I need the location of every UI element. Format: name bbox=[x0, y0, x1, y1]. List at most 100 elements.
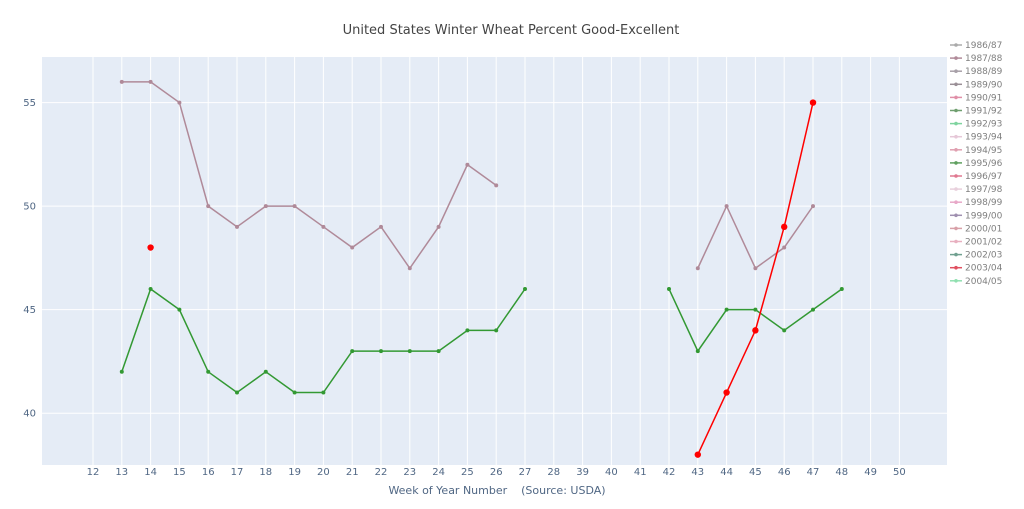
legend-label: 1994/95 bbox=[965, 146, 1002, 156]
data-point bbox=[292, 204, 297, 209]
legend-marker bbox=[954, 148, 958, 152]
data-point bbox=[781, 223, 788, 231]
data-point bbox=[206, 369, 211, 374]
data-point bbox=[379, 224, 383, 229]
legend-item: 1998/99 bbox=[950, 198, 1003, 208]
x-tick-label: 41 bbox=[634, 467, 647, 478]
data-point bbox=[350, 349, 355, 354]
data-point bbox=[436, 224, 441, 229]
legend-marker bbox=[954, 174, 958, 178]
legend-label: 2003/04 bbox=[965, 264, 1003, 274]
legend-marker bbox=[954, 82, 958, 87]
legend-item: 1996/97 bbox=[950, 172, 1002, 182]
legend-item: 1991/92 bbox=[950, 107, 1002, 117]
data-point bbox=[350, 245, 355, 250]
x-tick-label: 15 bbox=[173, 467, 186, 478]
data-point bbox=[206, 204, 211, 209]
legend-marker bbox=[954, 213, 958, 218]
legend-label: 2004/05 bbox=[965, 277, 1002, 287]
data-point bbox=[235, 224, 239, 229]
y-tick-label: 55 bbox=[23, 98, 36, 109]
legend-label: 1993/94 bbox=[965, 133, 1003, 143]
data-point bbox=[667, 286, 671, 291]
legend-item: 2000/01 bbox=[950, 224, 1002, 234]
data-point bbox=[321, 224, 326, 229]
plot-area bbox=[42, 57, 947, 465]
data-point bbox=[811, 204, 815, 209]
legend-label: 1988/89 bbox=[965, 67, 1003, 77]
legend-item: 1986/87 bbox=[950, 41, 1002, 51]
legend-marker bbox=[954, 43, 958, 47]
y-tick-label: 45 bbox=[23, 305, 36, 316]
legend-marker bbox=[954, 226, 958, 231]
legend-label: 1989/90 bbox=[965, 80, 1003, 90]
legend-label: 2001/02 bbox=[965, 238, 1002, 248]
data-point bbox=[379, 349, 383, 354]
legend-marker bbox=[954, 200, 958, 204]
legend-item: 1989/90 bbox=[950, 80, 1003, 90]
x-tick-label: 46 bbox=[778, 467, 791, 478]
x-tick-label: 50 bbox=[893, 467, 906, 478]
data-point bbox=[147, 244, 154, 251]
x-tick-label: 23 bbox=[403, 467, 416, 478]
legend-marker bbox=[954, 265, 958, 270]
x-tick-label: 20 bbox=[317, 467, 330, 478]
x-tick-label: 26 bbox=[490, 467, 503, 478]
legend-item: 1995/96 bbox=[950, 159, 1003, 169]
data-point bbox=[436, 349, 441, 354]
data-point bbox=[694, 451, 701, 458]
legend-marker bbox=[954, 69, 958, 73]
legend-item: 1992/93 bbox=[950, 120, 1002, 130]
legend-marker bbox=[954, 239, 958, 244]
data-point bbox=[263, 204, 268, 209]
legend-label: 1996/97 bbox=[965, 172, 1002, 182]
data-point bbox=[523, 286, 527, 291]
x-tick-label: 27 bbox=[519, 467, 532, 478]
x-tick-label: 21 bbox=[346, 467, 359, 478]
data-point bbox=[407, 349, 412, 354]
data-point bbox=[465, 328, 470, 333]
legend-label: 1987/88 bbox=[965, 54, 1003, 64]
legend-marker bbox=[954, 252, 958, 257]
x-tick-label: 47 bbox=[807, 467, 820, 478]
legend-item: 1999/00 bbox=[950, 211, 1003, 221]
x-tick-label: 18 bbox=[259, 467, 272, 478]
x-tick-label: 28 bbox=[547, 467, 560, 478]
legend-item: 1994/95 bbox=[950, 146, 1002, 156]
chart-title: United States Winter Wheat Percent Good-… bbox=[343, 23, 680, 38]
x-tick-label: 16 bbox=[202, 467, 215, 478]
legend-label: 1999/00 bbox=[965, 211, 1003, 221]
data-point bbox=[809, 99, 817, 106]
x-tick-label: 42 bbox=[663, 467, 676, 478]
data-point bbox=[465, 162, 470, 167]
legend-label: 1990/91 bbox=[965, 93, 1002, 103]
x-axis-label: Week of Year Number (Source: USDA) bbox=[388, 484, 605, 497]
legend-label: 2000/01 bbox=[965, 224, 1002, 234]
legend-item: 1993/94 bbox=[950, 133, 1003, 143]
data-point bbox=[839, 286, 844, 291]
data-point bbox=[119, 369, 124, 374]
x-tick-label: 19 bbox=[288, 467, 301, 478]
legend-marker bbox=[954, 279, 958, 283]
legend-label: 1998/99 bbox=[965, 198, 1003, 208]
data-point bbox=[695, 349, 700, 354]
legend-marker bbox=[954, 95, 958, 100]
data-point bbox=[753, 266, 758, 271]
data-point bbox=[235, 390, 239, 395]
legend-label: 1991/92 bbox=[965, 107, 1002, 117]
x-tick-label: 43 bbox=[691, 467, 704, 478]
legend-label: 1992/93 bbox=[965, 120, 1002, 130]
x-tick-label: 44 bbox=[720, 467, 733, 478]
data-point bbox=[782, 245, 787, 250]
legend-label: 1995/96 bbox=[965, 159, 1003, 169]
legend-item: 1997/98 bbox=[950, 185, 1003, 195]
data-point bbox=[724, 307, 729, 312]
data-point bbox=[407, 266, 412, 271]
x-tick-label: 13 bbox=[115, 467, 128, 478]
data-point bbox=[752, 327, 759, 334]
data-point bbox=[177, 100, 182, 105]
data-point bbox=[119, 79, 124, 84]
x-tick-label: 48 bbox=[835, 467, 848, 478]
legend-marker bbox=[954, 161, 958, 165]
data-point bbox=[321, 390, 326, 395]
